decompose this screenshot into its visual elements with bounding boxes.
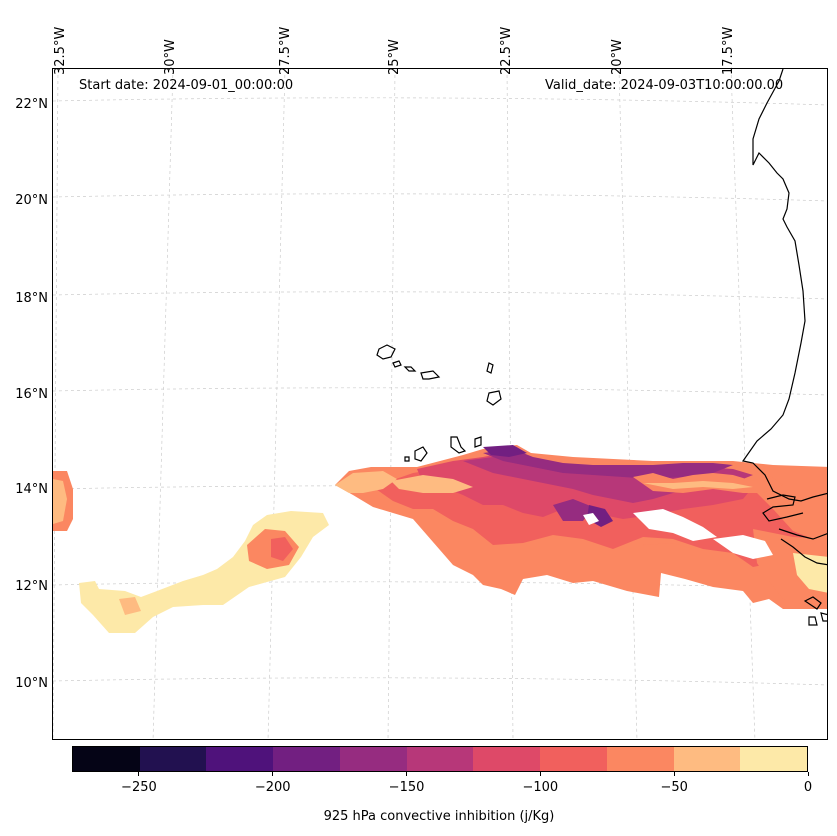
start-date-text: Start date: 2024-09-01_00:00:00: [79, 78, 294, 93]
cape-verde-santo-antao: [376, 344, 396, 360]
lon-label-17-5w: 17.5°W: [721, 26, 736, 75]
cin-region-west-band: [335, 471, 397, 493]
cape-verde-sao-vicente: [392, 360, 402, 368]
cape-verde-santa-luzia: [420, 370, 441, 380]
lon-label-20w: 20°W: [610, 39, 625, 75]
colorbar-tick-mark: [406, 772, 408, 776]
lat-label-20n: 20°N: [15, 193, 48, 208]
colorbar-tick-mark: [272, 772, 274, 776]
cin-region-east-pale: [643, 481, 753, 489]
cin-gap-2: [713, 535, 773, 559]
colorbar-tick-mark: [539, 772, 541, 776]
guinea-bissau-coast: [780, 538, 827, 566]
lat-label-10n: 10°N: [15, 676, 48, 691]
cape-verde-sal: [486, 362, 494, 374]
colorbar-segment-1: [139, 747, 207, 771]
lat-label-16n: 16°N: [15, 387, 48, 402]
cape-verde-boa-vista: [486, 390, 502, 406]
lon-label-22-5w: 22.5°W: [499, 26, 514, 75]
valid-date-text: Valid_date: 2024-09-03T10:00:00.00: [545, 78, 784, 93]
colorbar-tick-label: −50: [660, 780, 688, 795]
cin-gap-1: [633, 509, 717, 541]
lat-label-12n: 12°N: [15, 579, 48, 594]
colorbar-tick-label: −200: [254, 780, 291, 795]
cin-gap-3: [583, 513, 599, 525]
cin-region-west-band-inner: [391, 475, 473, 493]
colorbar-segment-2: [206, 747, 274, 771]
colorbar-tick-label: 0: [803, 780, 813, 795]
colorbar-segment-0: [73, 747, 140, 771]
cin-region-southeast: [753, 529, 827, 609]
colorbar-tick-mark: [807, 772, 809, 776]
colorbar-segment-10: [740, 747, 808, 771]
colorbar-segment-5: [406, 747, 474, 771]
colorbar-segment-7: [540, 747, 607, 771]
cape-verde-brava: [404, 456, 410, 462]
cape-verde-maio: [474, 436, 482, 448]
coastlines: [376, 69, 827, 626]
bijagos-islands: [803, 596, 827, 626]
colorbar-tick-mark: [673, 772, 675, 776]
cin-region-southwest-tongue: [79, 511, 329, 633]
cin-region-southwest-spot: [119, 597, 141, 615]
cape-verde-sao-nicolau: [403, 366, 417, 372]
lon-label-32-5w: 32.5°W: [53, 26, 68, 75]
map-panel: [52, 68, 828, 740]
cin-region-main-deep: [553, 499, 593, 521]
colorbar-segment-8: [606, 747, 674, 771]
african-coastline: [741, 69, 827, 502]
senegal-south-border: [778, 528, 827, 540]
colorbar: [72, 746, 808, 772]
cin-region-west-edge-core: [53, 479, 67, 524]
map-canvas: [53, 69, 827, 739]
cin-region-main-magenta: [483, 449, 733, 479]
colorbar-tick-label: −100: [522, 780, 559, 795]
graticule: [53, 69, 827, 739]
cape-verde-santiago: [450, 436, 467, 454]
cin-region-main-purple: [483, 445, 527, 457]
cin-region-southwest-core: [271, 537, 293, 561]
colorbar-segment-6: [473, 747, 541, 771]
lat-label-18n: 18°N: [15, 291, 48, 306]
lon-label-27-5w: 27.5°W: [278, 26, 293, 75]
cin-region-pale-east: [643, 543, 693, 559]
colorbar-label: 925 hPa convective inhibition (j/Kg): [323, 809, 555, 824]
cin-field: [53, 445, 827, 633]
colorbar-tick-label: −250: [121, 780, 157, 795]
colorbar-segment-4: [339, 747, 407, 771]
lon-label-25w: 25°W: [387, 39, 402, 75]
colorbar-tick-label: −150: [388, 780, 425, 795]
colorbar-tick-mark: [138, 772, 140, 776]
colorbar-segment-3: [273, 747, 340, 771]
lat-label-14n: 14°N: [15, 482, 48, 497]
lon-label-30w: 30°W: [163, 39, 178, 75]
gambia-border: [762, 494, 804, 522]
lat-label-22n: 22°N: [15, 97, 48, 112]
cape-verde-fogo: [414, 446, 428, 462]
colorbar-segment-9: [673, 747, 741, 771]
